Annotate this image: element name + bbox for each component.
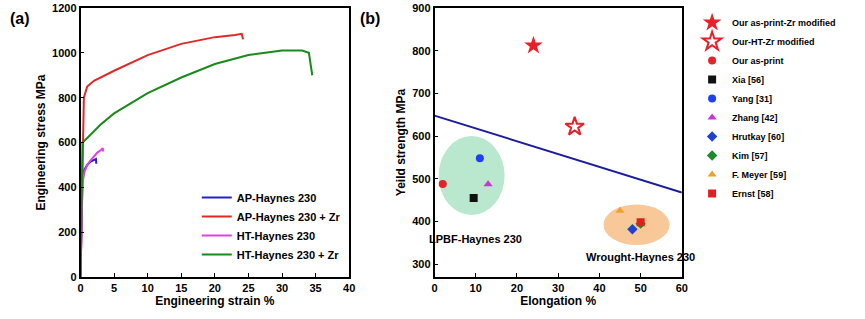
- svg-text:60: 60: [676, 282, 688, 294]
- svg-text:Xia [56]: Xia [56]: [732, 75, 764, 85]
- svg-text:20: 20: [511, 282, 523, 294]
- svg-text:800: 800: [412, 45, 430, 57]
- svg-text:Yeild strength MPa: Yeild strength MPa: [394, 88, 408, 196]
- svg-text:Ernst [58]: Ernst [58]: [732, 189, 774, 199]
- svg-text:HT-Haynes 230 + Zr: HT-Haynes 230 + Zr: [237, 249, 340, 261]
- svg-text:(b): (b): [360, 10, 380, 27]
- svg-text:30: 30: [276, 282, 288, 294]
- svg-text:25: 25: [242, 282, 254, 294]
- svg-text:0: 0: [431, 282, 437, 294]
- svg-text:300: 300: [412, 258, 430, 270]
- svg-text:40: 40: [343, 282, 355, 294]
- svg-text:F. Meyer [59]: F. Meyer [59]: [732, 170, 786, 180]
- svg-text:AP-Haynes 230 + Zr: AP-Haynes 230 + Zr: [237, 211, 341, 223]
- svg-text:20: 20: [209, 282, 221, 294]
- svg-text:Wrought-Haynes 230: Wrought-Haynes 230: [586, 251, 695, 263]
- svg-text:500: 500: [412, 173, 430, 185]
- svg-text:0: 0: [77, 282, 83, 294]
- svg-text:Kim [57]: Kim [57]: [732, 151, 768, 161]
- svg-text:AP-Haynes 230: AP-Haynes 230: [237, 192, 317, 204]
- svg-text:1000: 1000: [52, 47, 76, 59]
- svg-text:5: 5: [111, 282, 117, 294]
- svg-text:Engineering stress MPa: Engineering stress MPa: [34, 74, 48, 210]
- svg-text:1200: 1200: [52, 2, 76, 14]
- svg-text:700: 700: [412, 87, 430, 99]
- svg-text:10: 10: [142, 282, 154, 294]
- svg-text:50: 50: [635, 282, 647, 294]
- svg-text:Our-HT-Zr modified: Our-HT-Zr modified: [732, 37, 815, 47]
- svg-text:Our as-print-Zr modified: Our as-print-Zr modified: [732, 18, 836, 28]
- svg-text:40: 40: [593, 282, 605, 294]
- svg-text:Zhang [42]: Zhang [42]: [732, 113, 778, 123]
- svg-text:Hrutkay [60]: Hrutkay [60]: [732, 132, 784, 142]
- svg-text:200: 200: [58, 226, 76, 238]
- svg-text:(a): (a): [10, 10, 30, 27]
- svg-text:Yang [31]: Yang [31]: [732, 94, 772, 104]
- svg-text:400: 400: [412, 215, 430, 227]
- svg-text:HT-Haynes 230: HT-Haynes 230: [237, 230, 315, 242]
- svg-text:0: 0: [70, 271, 76, 283]
- svg-text:35: 35: [309, 282, 321, 294]
- svg-text:10: 10: [470, 282, 482, 294]
- svg-text:Our as-print: Our as-print: [732, 56, 784, 66]
- svg-text:600: 600: [58, 136, 76, 148]
- svg-text:900: 900: [412, 2, 430, 14]
- svg-text:LPBF-Haynes 230: LPBF-Haynes 230: [429, 233, 522, 245]
- svg-text:30: 30: [552, 282, 564, 294]
- svg-text:Elongation %: Elongation %: [520, 294, 596, 308]
- svg-text:400: 400: [58, 181, 76, 193]
- svg-text:15: 15: [175, 282, 187, 294]
- svg-text:800: 800: [58, 92, 76, 104]
- svg-text:Engineering strain %: Engineering strain %: [155, 294, 275, 308]
- svg-text:600: 600: [412, 130, 430, 142]
